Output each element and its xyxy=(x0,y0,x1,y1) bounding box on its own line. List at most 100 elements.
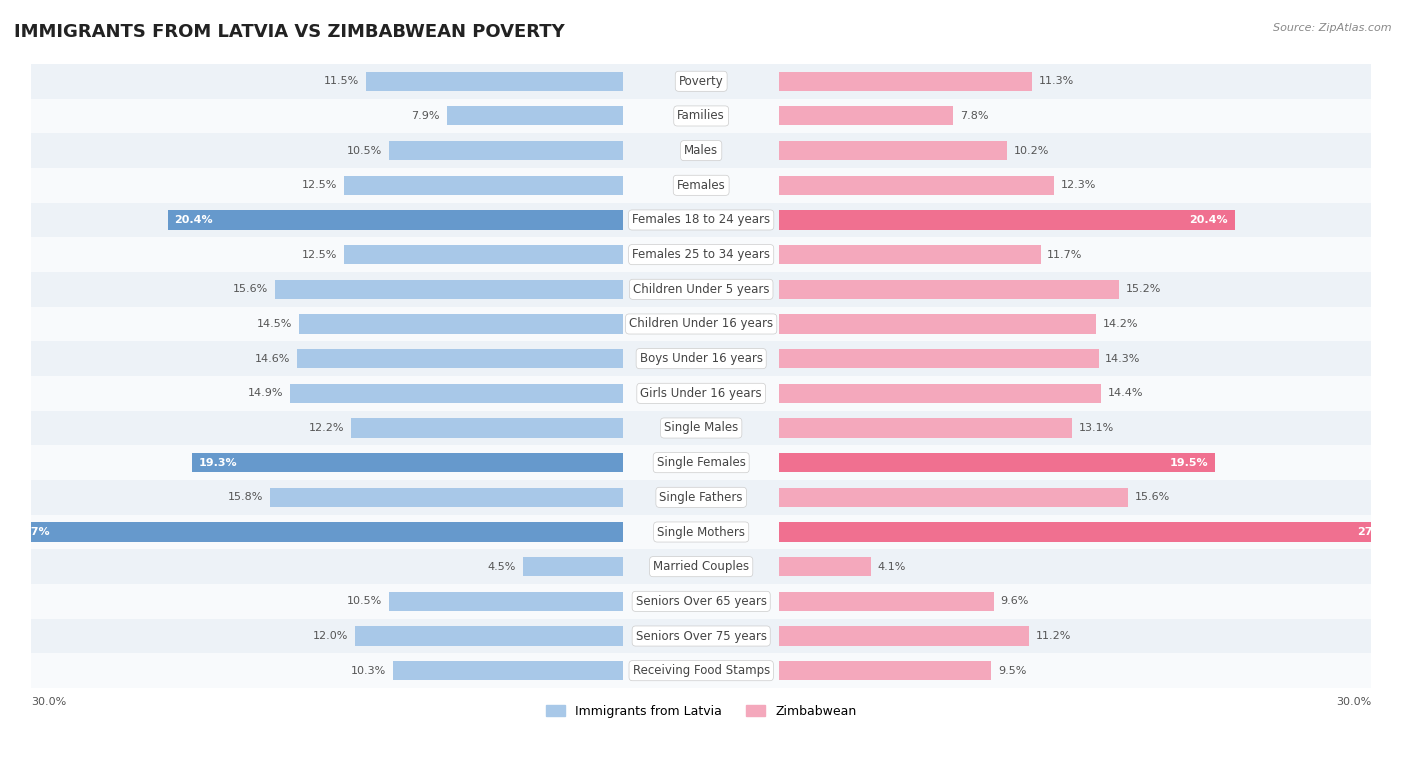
Text: 19.3%: 19.3% xyxy=(198,458,238,468)
Bar xyxy=(779,280,1119,299)
Bar xyxy=(31,446,1371,480)
Bar xyxy=(779,522,1402,541)
Bar xyxy=(447,106,623,126)
Bar xyxy=(31,584,1371,619)
Bar xyxy=(388,592,623,611)
Text: 12.2%: 12.2% xyxy=(308,423,344,433)
Bar xyxy=(193,453,623,472)
Bar xyxy=(779,211,1234,230)
Bar xyxy=(344,176,623,195)
Bar xyxy=(779,592,994,611)
Bar xyxy=(31,480,1371,515)
Text: Males: Males xyxy=(685,144,718,157)
Bar xyxy=(299,315,623,334)
Text: 14.4%: 14.4% xyxy=(1108,388,1143,398)
Text: 12.5%: 12.5% xyxy=(302,249,337,260)
Text: 10.2%: 10.2% xyxy=(1014,146,1049,155)
Bar xyxy=(779,661,991,680)
Text: Females: Females xyxy=(676,179,725,192)
Bar xyxy=(779,557,870,576)
Bar xyxy=(367,72,623,91)
Text: 27.7%: 27.7% xyxy=(11,527,49,537)
Text: Receiving Food Stamps: Receiving Food Stamps xyxy=(633,664,770,677)
Text: 11.5%: 11.5% xyxy=(325,77,360,86)
Text: Source: ZipAtlas.com: Source: ZipAtlas.com xyxy=(1274,23,1392,33)
Bar xyxy=(779,245,1040,265)
Text: 27.9%: 27.9% xyxy=(1357,527,1396,537)
Text: 13.1%: 13.1% xyxy=(1078,423,1114,433)
Text: IMMIGRANTS FROM LATVIA VS ZIMBABWEAN POVERTY: IMMIGRANTS FROM LATVIA VS ZIMBABWEAN POV… xyxy=(14,23,565,41)
Text: 11.7%: 11.7% xyxy=(1047,249,1083,260)
Bar xyxy=(779,384,1101,402)
Bar xyxy=(779,315,1097,334)
Bar xyxy=(779,418,1071,437)
Bar xyxy=(31,237,1371,272)
Bar xyxy=(297,349,623,368)
Text: 15.6%: 15.6% xyxy=(1135,493,1170,503)
Bar xyxy=(779,106,953,126)
Text: 7.9%: 7.9% xyxy=(412,111,440,121)
Text: 11.3%: 11.3% xyxy=(1039,77,1074,86)
Text: 14.3%: 14.3% xyxy=(1105,354,1140,364)
Text: 10.5%: 10.5% xyxy=(347,146,382,155)
Text: 15.2%: 15.2% xyxy=(1125,284,1161,294)
Bar xyxy=(779,141,1007,160)
Bar xyxy=(31,202,1371,237)
Bar xyxy=(356,626,623,646)
Text: 15.8%: 15.8% xyxy=(228,493,263,503)
Text: Females 25 to 34 years: Females 25 to 34 years xyxy=(633,248,770,262)
Text: Married Couples: Married Couples xyxy=(654,560,749,573)
Text: 9.6%: 9.6% xyxy=(1001,597,1029,606)
Text: 15.6%: 15.6% xyxy=(233,284,269,294)
Bar xyxy=(779,626,1029,646)
Bar xyxy=(344,245,623,265)
Bar xyxy=(779,72,1032,91)
Text: Seniors Over 65 years: Seniors Over 65 years xyxy=(636,595,766,608)
Bar xyxy=(779,488,1128,507)
Text: Children Under 16 years: Children Under 16 years xyxy=(628,318,773,330)
Bar xyxy=(779,176,1054,195)
Bar xyxy=(31,515,1371,550)
Text: Females 18 to 24 years: Females 18 to 24 years xyxy=(633,214,770,227)
Bar xyxy=(394,661,623,680)
Bar xyxy=(31,619,1371,653)
Legend: Immigrants from Latvia, Zimbabwean: Immigrants from Latvia, Zimbabwean xyxy=(541,700,862,723)
Text: Single Females: Single Females xyxy=(657,456,745,469)
Text: Children Under 5 years: Children Under 5 years xyxy=(633,283,769,296)
Bar xyxy=(350,418,623,437)
Bar xyxy=(31,653,1371,688)
Text: Girls Under 16 years: Girls Under 16 years xyxy=(640,387,762,399)
Text: Single Mothers: Single Mothers xyxy=(657,525,745,538)
Bar xyxy=(779,349,1098,368)
Text: 12.5%: 12.5% xyxy=(302,180,337,190)
Text: 14.5%: 14.5% xyxy=(257,319,292,329)
Text: 20.4%: 20.4% xyxy=(1189,215,1227,225)
Text: Single Fathers: Single Fathers xyxy=(659,491,742,504)
Bar xyxy=(31,272,1371,307)
Text: 10.3%: 10.3% xyxy=(352,666,387,675)
Text: 30.0%: 30.0% xyxy=(1336,697,1371,706)
Bar xyxy=(31,133,1371,168)
Bar xyxy=(274,280,623,299)
Text: 4.5%: 4.5% xyxy=(488,562,516,572)
Bar xyxy=(4,522,623,541)
Text: 14.2%: 14.2% xyxy=(1104,319,1139,329)
Text: 30.0%: 30.0% xyxy=(31,697,66,706)
Text: 10.5%: 10.5% xyxy=(347,597,382,606)
Text: 12.0%: 12.0% xyxy=(314,631,349,641)
Text: Families: Families xyxy=(678,109,725,123)
Text: 19.5%: 19.5% xyxy=(1170,458,1208,468)
Bar xyxy=(31,99,1371,133)
Text: Boys Under 16 years: Boys Under 16 years xyxy=(640,352,762,365)
Bar xyxy=(388,141,623,160)
Text: Seniors Over 75 years: Seniors Over 75 years xyxy=(636,629,766,643)
Text: 20.4%: 20.4% xyxy=(174,215,212,225)
Bar xyxy=(523,557,623,576)
Bar xyxy=(291,384,623,402)
Bar xyxy=(31,168,1371,202)
Text: Poverty: Poverty xyxy=(679,75,724,88)
Bar xyxy=(31,341,1371,376)
Text: 12.3%: 12.3% xyxy=(1060,180,1097,190)
Text: Single Males: Single Males xyxy=(664,421,738,434)
Text: 7.8%: 7.8% xyxy=(960,111,988,121)
